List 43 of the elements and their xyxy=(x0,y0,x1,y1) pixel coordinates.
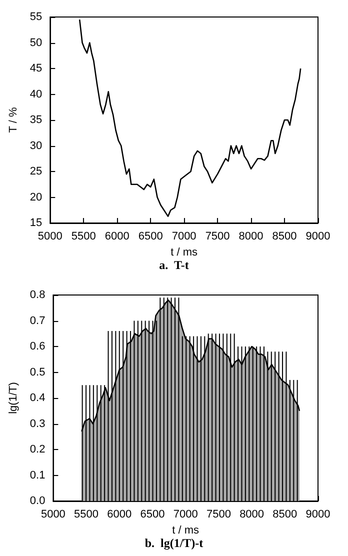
x-tick-label: 8500 xyxy=(272,230,297,242)
y-tick-label: 40 xyxy=(30,88,42,100)
y-axis-title: T / % xyxy=(8,107,20,133)
y-tick-label: 0.6 xyxy=(30,340,46,352)
x-tick-label: 8500 xyxy=(272,508,298,520)
x-tick-label: 5500 xyxy=(71,230,96,242)
x-tick-label: 7000 xyxy=(172,230,196,242)
x-tick-label: 7000 xyxy=(173,508,198,520)
y-tick-label: 0.4 xyxy=(30,392,46,404)
x-tick-label: 8000 xyxy=(240,508,264,520)
x-tick-label: 5000 xyxy=(40,508,66,520)
line-series xyxy=(78,18,302,217)
x-tick-label: 6000 xyxy=(104,230,130,242)
x-tick-label: 6500 xyxy=(140,508,165,520)
y-tick-label: 0.3 xyxy=(30,418,46,430)
x-tick-label: 8000 xyxy=(238,230,264,242)
y-tick-label: 30 xyxy=(30,140,42,152)
y-tick-label: 35 xyxy=(30,114,42,126)
y-tick-label: 55 xyxy=(30,11,42,23)
y-tick-label: 20 xyxy=(30,191,42,204)
x-axis-title: t / ms xyxy=(170,246,198,258)
y-tick-label: 0.0 xyxy=(30,495,46,507)
x-tick-label: 6000 xyxy=(107,508,132,520)
y-tick-label: 0.7 xyxy=(30,314,46,327)
text: b. lg(1/T)-t xyxy=(144,536,204,550)
y-tick-label: 0.1 xyxy=(30,469,46,482)
x-tick-label: 5000 xyxy=(38,230,62,242)
x-tick-label: 6500 xyxy=(138,230,163,242)
y-axis-title: lg(1/T) xyxy=(8,382,20,414)
y-tick-label: 0.5 xyxy=(30,366,46,378)
y-tick-label: 15 xyxy=(30,217,42,229)
x-tick-label: 9000 xyxy=(306,230,330,242)
y-tick-label: 0.2 xyxy=(30,444,46,456)
x-tick-label: 7500 xyxy=(206,508,231,520)
y-tick-label: 45 xyxy=(30,62,42,74)
y-tick-label: 25 xyxy=(30,166,42,178)
x-tick-label: 5500 xyxy=(74,508,99,520)
y-tick-label: 0.8 xyxy=(30,289,46,301)
text: a. T-t xyxy=(159,258,189,272)
x-tick-label: 7500 xyxy=(205,230,230,242)
y-tick-label: 50 xyxy=(30,36,42,49)
x-axis-title: t / ms xyxy=(172,524,200,536)
x-tick-label: 9000 xyxy=(306,508,330,520)
